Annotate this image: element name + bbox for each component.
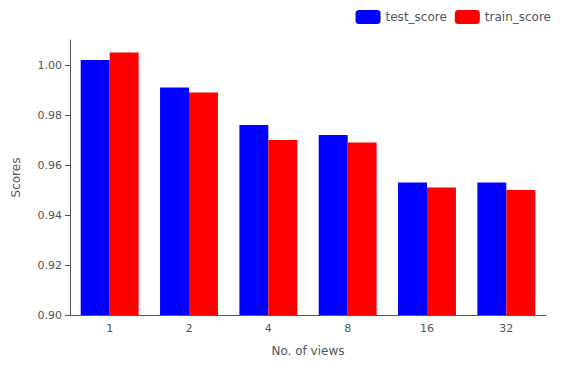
svg-text:0.96: 0.96 [38,159,63,172]
svg-text:No. of views: No. of views [271,344,344,358]
svg-text:0.92: 0.92 [38,259,63,272]
svg-text:8: 8 [344,322,351,335]
svg-text:2: 2 [186,322,193,335]
svg-text:train_score: train_score [485,10,551,24]
svg-text:0.90: 0.90 [38,309,63,322]
svg-text:test_score: test_score [386,10,447,24]
svg-text:4: 4 [265,322,272,335]
svg-text:16: 16 [420,322,434,335]
svg-text:32: 32 [499,322,513,335]
svg-text:0.94: 0.94 [38,209,63,222]
svg-text:1.00: 1.00 [38,59,63,72]
svg-text:Scores: Scores [9,158,23,198]
svg-text:0.98: 0.98 [38,109,63,122]
svg-text:1: 1 [106,322,113,335]
